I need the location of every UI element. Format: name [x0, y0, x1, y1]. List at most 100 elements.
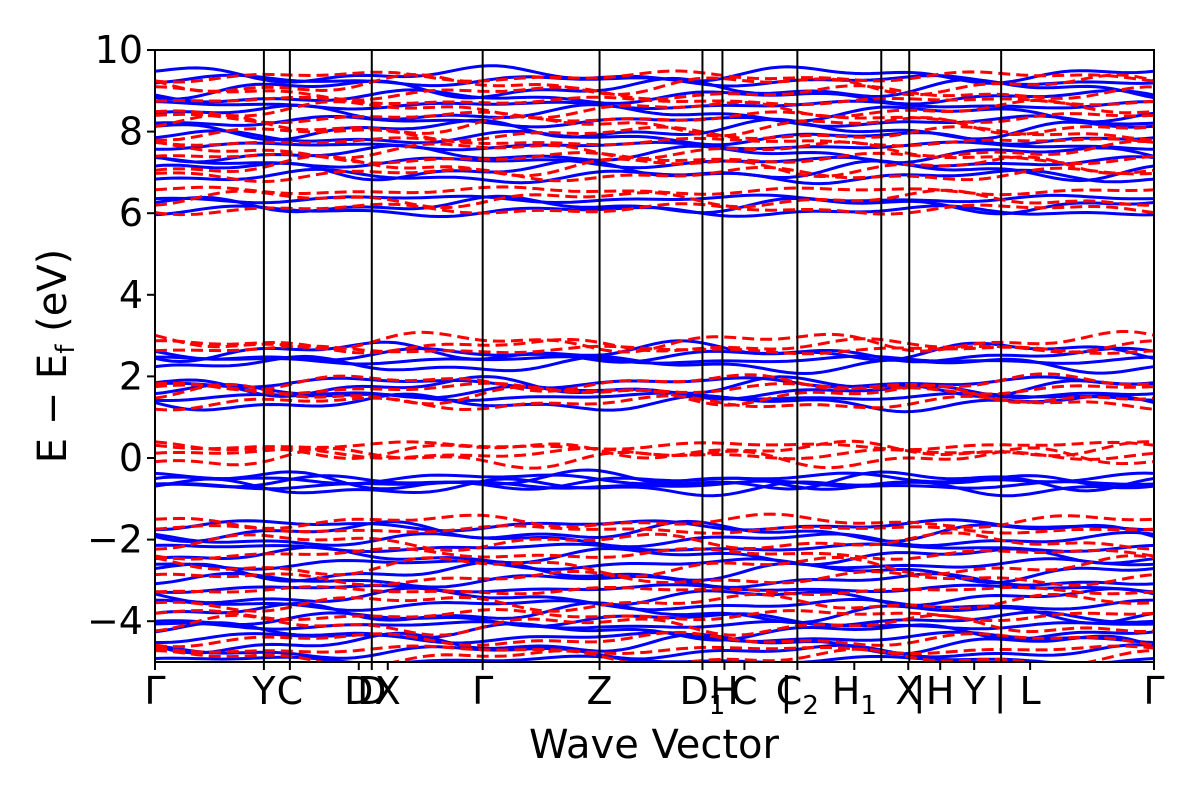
kpoint-label-main: Γ — [472, 669, 493, 713]
band-line-dashed — [155, 524, 1154, 535]
kpoint-label-sub: 1 — [860, 691, 877, 721]
band-lines — [155, 64, 1154, 662]
kpath-separator: | — [994, 669, 1007, 714]
band-line-dashed — [155, 202, 1154, 217]
band-line-dashed — [155, 125, 1154, 143]
band-line-solid — [155, 643, 1154, 661]
kpoint-label: H1 — [832, 669, 877, 721]
kpoint-label-main: C — [776, 669, 803, 713]
y-tick-label: 4 — [119, 273, 143, 317]
band-line-solid — [155, 610, 1154, 628]
band-line-dashed — [155, 136, 1154, 148]
band-line-dashed — [155, 98, 1154, 120]
kpoint-label-main: L — [1020, 669, 1041, 713]
band-line-dashed — [155, 613, 1154, 637]
band-line-dashed — [155, 95, 1154, 107]
band-line-dashed — [155, 139, 1154, 161]
y-tick-label: 10 — [95, 28, 143, 72]
kpoint-label: Y — [962, 669, 987, 713]
band-line-solid — [155, 114, 1154, 129]
band-line-dashed — [155, 69, 1154, 84]
band-line-solid — [155, 518, 1154, 533]
band-line-solid — [155, 88, 1154, 106]
kpoint-label-main: D — [344, 669, 373, 713]
kpoint-label: D1 — [680, 669, 726, 721]
kpath-separator: | — [780, 669, 793, 714]
band-line-solid — [155, 392, 1154, 414]
kpoint-label: Γ — [1143, 669, 1164, 713]
band-line-solid — [155, 346, 1154, 364]
band-line-dashed — [155, 185, 1154, 197]
band-line-dashed — [155, 440, 1154, 452]
kpoint-label-main: Y — [251, 669, 276, 713]
kpoint-label: C — [277, 669, 304, 713]
kpoint-label: H — [926, 669, 955, 713]
y-axis-title: E − Ef (eV) — [30, 249, 81, 464]
y-axis-title-unit: (eV) — [30, 249, 76, 345]
kpoint-label: D — [357, 669, 386, 713]
y-tick-label: 0 — [119, 436, 143, 480]
band-line-solid — [155, 64, 1154, 85]
band-line-dashed — [155, 592, 1154, 613]
kpoint-label-main: H — [710, 669, 739, 713]
band-line-dashed — [155, 570, 1154, 587]
band-line-dashed — [155, 381, 1154, 396]
kpoint-label: C2 — [776, 669, 819, 721]
kpoint-label-main: H — [926, 669, 955, 713]
band-line-solid — [155, 601, 1154, 625]
y-axis-title-main: E − E — [30, 354, 76, 464]
kpoint-label-main: Γ — [144, 669, 165, 713]
y-axis-ticks: −4 −2 0 2 4 6 8 10 — [87, 28, 155, 643]
band-line-dashed — [155, 644, 1154, 656]
band-line-dashed — [155, 382, 1154, 407]
kpoint-label: Γ — [144, 669, 165, 713]
band-line-dashed — [155, 165, 1154, 184]
band-line-solid — [155, 530, 1154, 549]
band-line-dashed — [155, 84, 1154, 102]
band-line-solid — [155, 158, 1154, 183]
kpoint-label-main: D — [357, 669, 386, 713]
y-tick-label: −2 — [87, 518, 143, 562]
kpoint-label-main: X — [375, 669, 401, 713]
band-line-solid — [155, 542, 1154, 553]
band-line-dashed — [155, 113, 1154, 138]
band-line-dashed — [155, 607, 1154, 623]
band-line-solid — [155, 155, 1154, 170]
kpoint-label: H — [710, 669, 739, 713]
plot-frame — [154, 49, 1155, 663]
band-line-dashed — [155, 110, 1154, 125]
kpath-separator: | — [913, 669, 926, 714]
band-line-dashed — [155, 554, 1154, 578]
y-tick-label: 6 — [119, 191, 143, 235]
high-symmetry-lines — [262, 50, 1003, 662]
kpoint-label-sub: 2 — [802, 691, 819, 721]
y-tick-label: −4 — [87, 599, 143, 643]
band-line-dashed — [155, 647, 1154, 662]
y-tick-label: 8 — [119, 110, 143, 154]
band-line-dashed — [155, 394, 1154, 412]
band-line-solid — [155, 99, 1154, 111]
band-line-dashed — [155, 73, 1154, 97]
kpoint-label: Γ — [472, 669, 493, 713]
band-line-solid — [155, 477, 1154, 498]
kpoint-label-main: Z — [587, 669, 613, 713]
kpoint-label: D — [344, 669, 373, 713]
band-line-dashed — [155, 372, 1154, 393]
kpoint-label: Y — [251, 669, 276, 713]
kpoint-label-main: C — [731, 669, 758, 713]
kpoint-label: X — [895, 669, 921, 713]
x-axis-title: Wave Vector — [529, 722, 780, 768]
band-line-dashed — [155, 512, 1154, 530]
kpoint-label-sub: 1 — [709, 691, 726, 721]
band-line-dashed — [155, 585, 1154, 597]
y-axis-title-sub: f — [51, 344, 81, 354]
band-line-solid — [155, 471, 1154, 486]
kpoint-label: L — [1020, 669, 1041, 713]
band-line-dashed — [155, 531, 1154, 552]
kpoint-label-main: D — [680, 669, 709, 713]
band-line-dashed — [155, 439, 1154, 460]
band-line-dashed — [155, 546, 1154, 561]
kpoint-label-main: X — [895, 669, 921, 713]
